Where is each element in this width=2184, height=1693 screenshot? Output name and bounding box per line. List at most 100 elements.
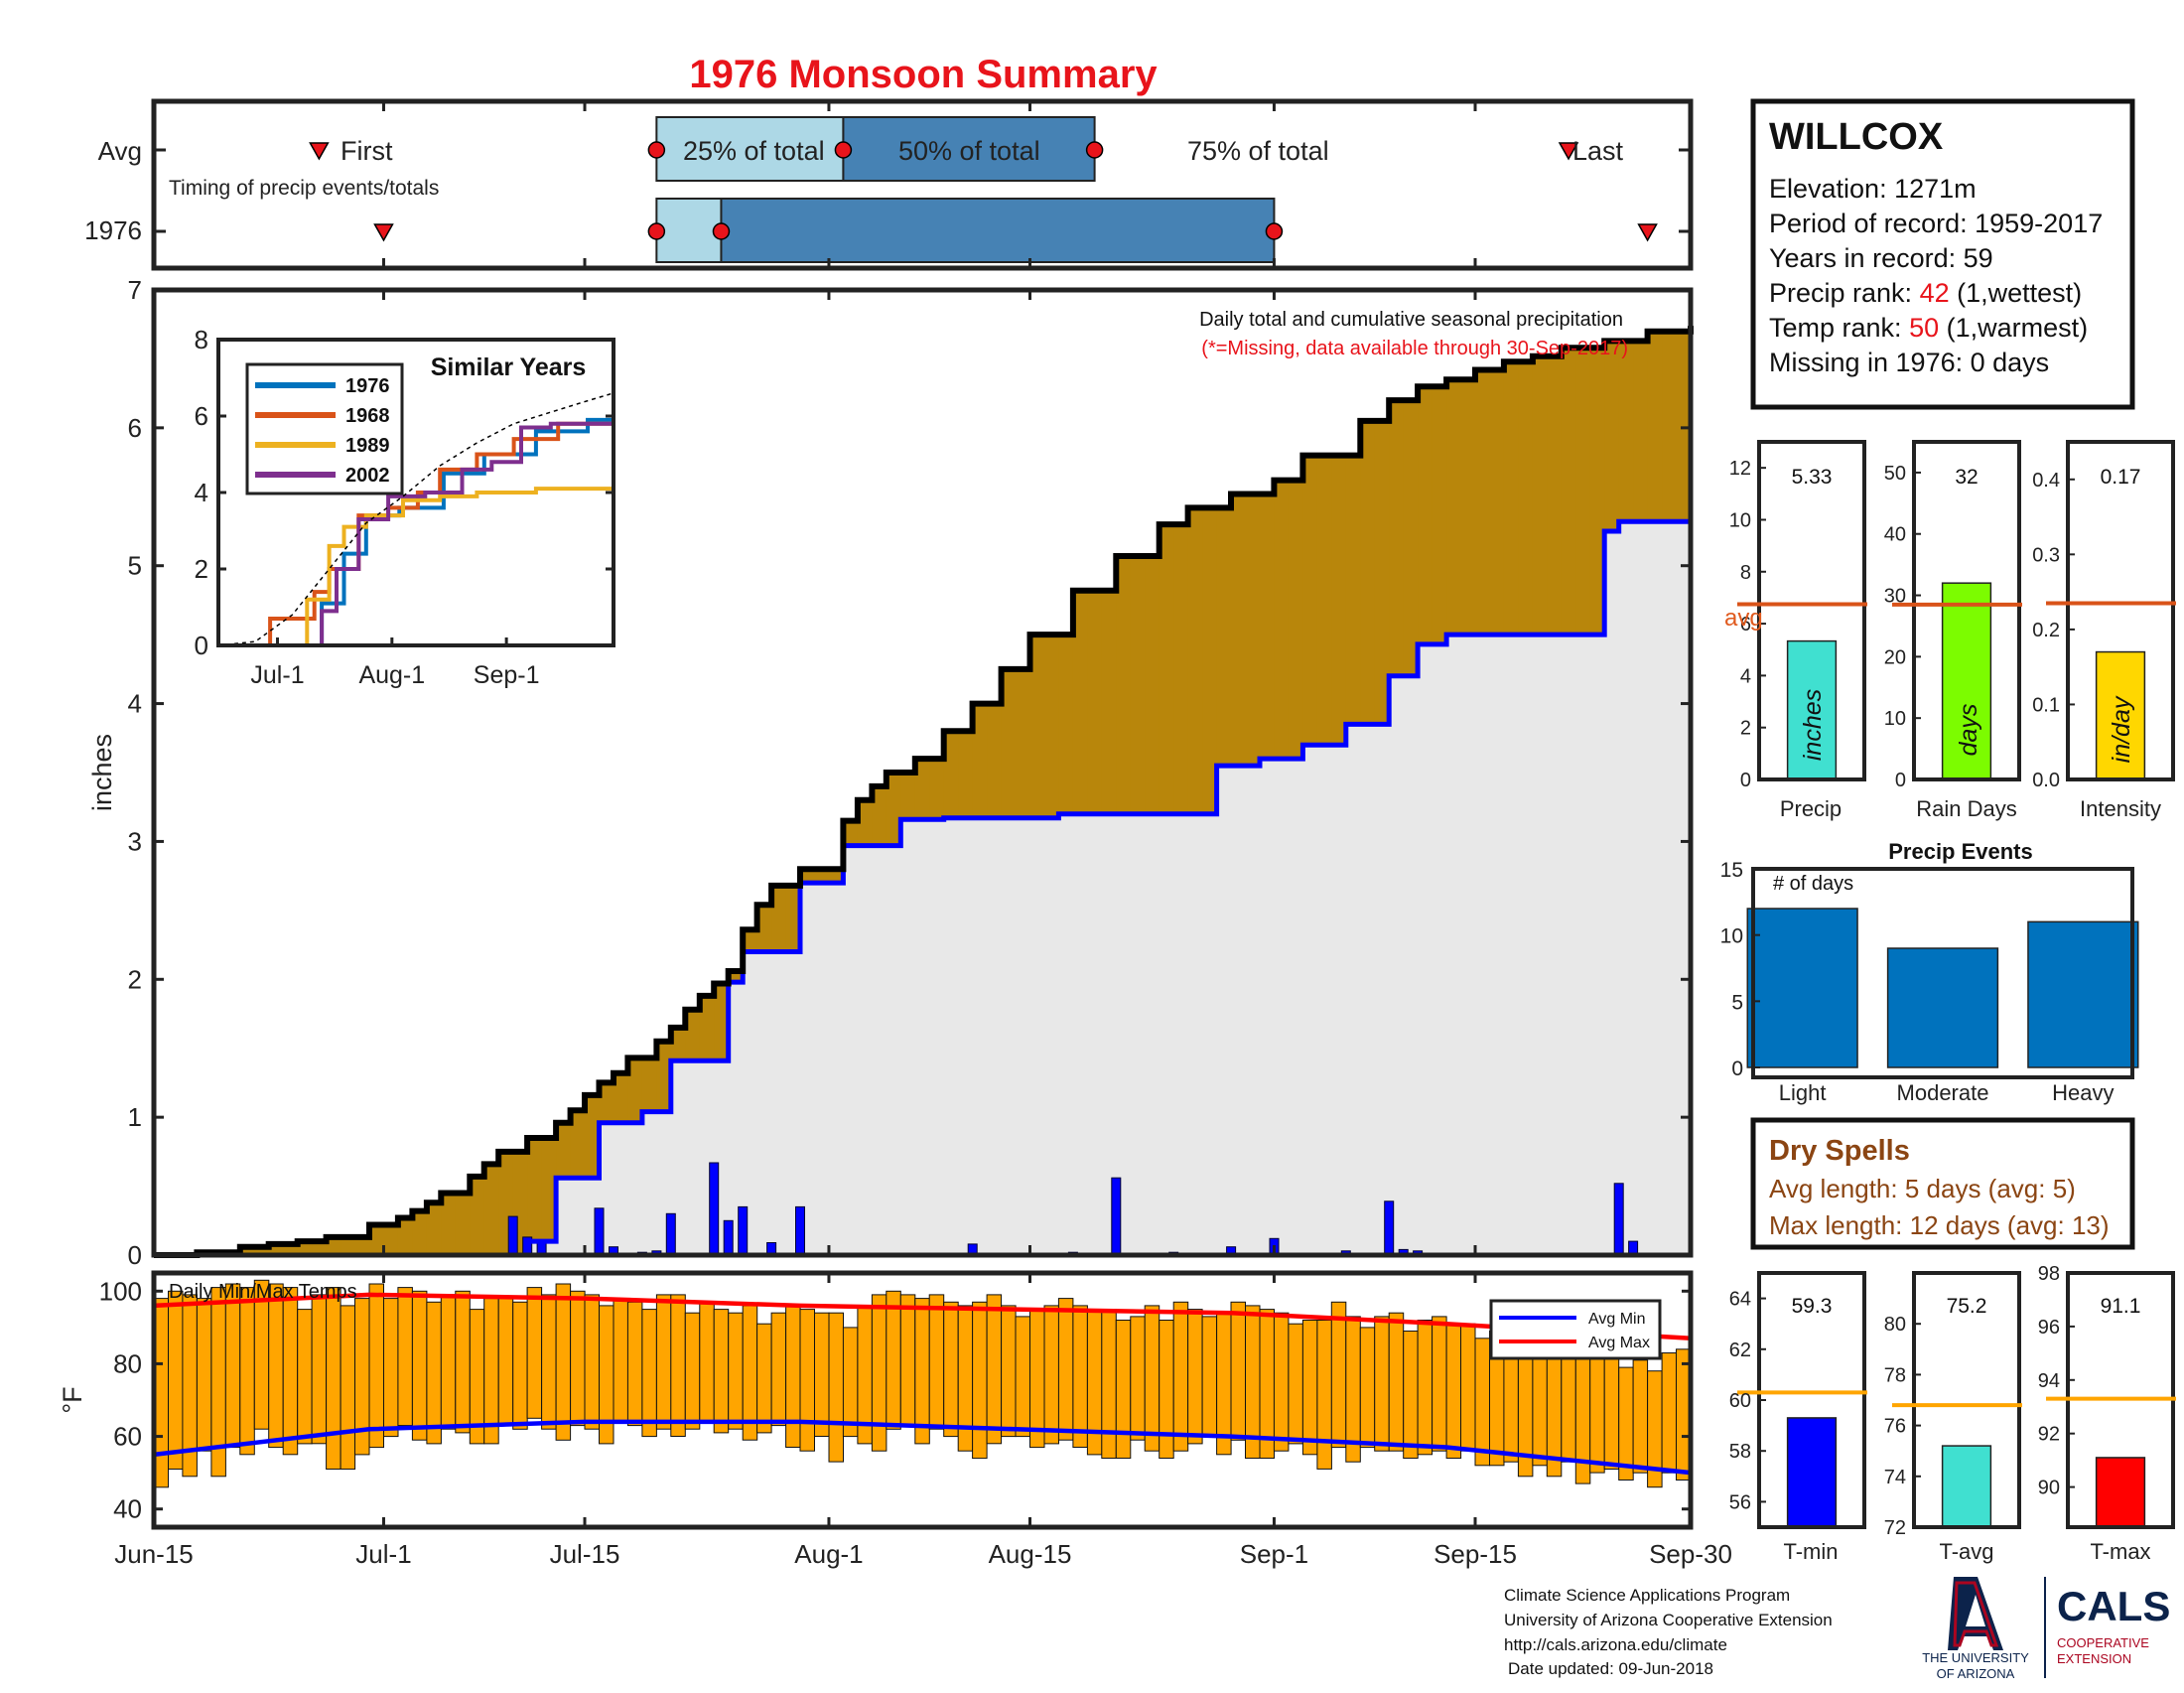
temps-y-tick-label: 100 (99, 1276, 142, 1306)
daily-temp-bar (1288, 1323, 1303, 1445)
daily-precip-bar (594, 1207, 605, 1256)
avg-25-50-bar (655, 116, 845, 182)
daily-temp-bar (1101, 1309, 1117, 1459)
daily-precip-bar (507, 1215, 518, 1256)
daily-precip-bar (1111, 1177, 1122, 1256)
above-normal-fill (1345, 455, 1361, 725)
daily-temp-bar (1603, 1352, 1620, 1470)
main-chart-note: (*=Missing, data available through 30-Se… (1201, 338, 1628, 359)
raindays-xlabel: Rain Days (1916, 796, 2016, 821)
main-chart: 0 1 2 3 4 5 6 7 Daily total and cumulative seas… (87, 275, 1694, 1270)
inset-frame (216, 338, 615, 647)
daily-temp-bar (1345, 1316, 1361, 1463)
date-tick-label: Jul-1 (355, 1539, 411, 1569)
above-normal-fill (914, 759, 930, 820)
daily-temp-bar (1474, 1338, 1490, 1467)
station-frame (1750, 98, 2135, 410)
above-normal-fill (383, 1224, 399, 1255)
station-info: WILLCOX Elevation: 1271m Period of recor… (1750, 98, 2135, 410)
main-y-tick-label: 0 (128, 1240, 142, 1270)
dry-spells-box: Dry Spells Avg length: 5 days (avg: 5) M… (1750, 1117, 2135, 1250)
daily-temp-bar (1445, 1323, 1462, 1459)
stat-y-tick-label: 40 (1884, 524, 1906, 546)
above-normal-fill (570, 1110, 586, 1179)
above-normal-fill (1173, 524, 1189, 814)
daily-temp-bar (397, 1287, 413, 1427)
inset-series-1989 (218, 485, 615, 647)
daily-temp-bar (1417, 1320, 1433, 1456)
daily-temp-bar (670, 1294, 686, 1438)
above-normal-fill (785, 885, 801, 952)
temps-y-axis: 40 60 80 100 (99, 1276, 1691, 1524)
main-y-label: inches (87, 734, 117, 811)
timing-row-year-label: 1976 (84, 215, 142, 245)
above-normal-fill (254, 1246, 270, 1255)
above-normal-fill (1418, 386, 1433, 644)
daily-temp-bar (1187, 1309, 1203, 1445)
above-normal-fill (1547, 355, 1563, 635)
above-normal-fill (929, 759, 945, 820)
stat-y-tick-label: 80 (1884, 1314, 1906, 1336)
main-y-tick-label: 6 (128, 413, 142, 443)
above-normal-fill (1589, 348, 1605, 635)
daily-temp-bar (899, 1294, 916, 1427)
tmin-xlabel: T-min (1784, 1539, 1839, 1564)
daily-temp-bar (1316, 1320, 1332, 1470)
above-normal-fill (699, 995, 715, 1061)
daily-temp-bar (655, 1294, 672, 1430)
daily-temp-bar (842, 1327, 859, 1438)
last-label: Last (1572, 136, 1624, 166)
event-marker (309, 142, 330, 161)
daily-temp-bar (1159, 1320, 1174, 1459)
main-y-tick-label: 4 (128, 689, 142, 719)
timing-marks (154, 116, 1691, 263)
temps-legend-frame (1489, 1299, 1662, 1360)
stat-y-tick-label: 64 (1729, 1289, 1751, 1311)
events-plot: Light Moderate Heavy 0 5 10 15 (1720, 859, 2139, 1105)
daily-temp-bar (1589, 1344, 1605, 1474)
stat-frame-T-avg (1912, 1271, 2021, 1529)
above-normal-fill (1159, 524, 1174, 814)
above-normal-fill (872, 785, 887, 846)
coop-line-1: COOPERATIVE (2057, 1635, 2149, 1650)
above-normal-fill (1503, 361, 1519, 635)
daily-temp-bar (426, 1301, 442, 1445)
above-normal-fill (1532, 355, 1548, 635)
above-normal-fill (1116, 556, 1132, 814)
above-normal-fill (1145, 556, 1160, 814)
precip-rank-line: Precip rank: 42 (1,wettest) (1769, 278, 2082, 308)
main-y-tick-label: 3 (128, 826, 142, 856)
stat-y-tick-label: 62 (1729, 1340, 1751, 1361)
daily-temp-bar (1632, 1359, 1649, 1474)
stat-bar-T-avg (1941, 1445, 1992, 1528)
daily-temp-bar (368, 1283, 384, 1449)
stat-y-tick-label: 50 (1884, 463, 1906, 485)
daily-temp-bar (928, 1294, 945, 1430)
coop-line-2: EXTENSION (2057, 1651, 2131, 1666)
inset-legend-label: 1989 (345, 435, 390, 457)
missing-line: Missing in 1976: 0 days (1769, 348, 2049, 377)
daily-temp-bar (1388, 1312, 1405, 1452)
stat-bars: 0 2 4 6 8 10 12 0 10 20 30 40 50 0.0 0.1 0.2 0.3 0.4 (1729, 440, 2176, 791)
page-title: 1976 Monsoon Summary (689, 53, 1158, 96)
precip-events-chart: Precip Events Light Moderate Heavy 0 5 10 15 #… (1720, 839, 2139, 1105)
timing-frame (151, 98, 1694, 271)
above-normal-fill (958, 731, 974, 818)
daily-temp-bar (828, 1312, 844, 1463)
date-tick-label: Sep-1 (1240, 1539, 1308, 1569)
above-normal-fill (1202, 507, 1218, 814)
above-normal-fill (1216, 507, 1232, 767)
stat-y-tick-label: 78 (1884, 1364, 1906, 1386)
inset-legend-label: 1976 (345, 375, 390, 397)
inset-y-tick-label: 6 (195, 401, 208, 431)
date-x-axis: Jun-15 Jul-1 Jul-15 Aug-1 Aug-15 Sep-1 Sep-15 S… (114, 101, 1732, 1569)
timing-subtitle: Timing of precip events/totals (169, 177, 439, 200)
daily-precip-bar (665, 1212, 676, 1256)
daily-temp-bar (814, 1312, 830, 1437)
above-normal-fill (297, 1241, 313, 1255)
event-bar-Heavy (2027, 920, 2139, 1068)
inset-y-tick-label: 4 (195, 478, 208, 507)
date-tick-label: Aug-1 (794, 1539, 863, 1569)
above-normal-fill (1389, 400, 1405, 676)
timing-panel: Avg 1976 Timing of precip events/totals … (84, 98, 1694, 271)
